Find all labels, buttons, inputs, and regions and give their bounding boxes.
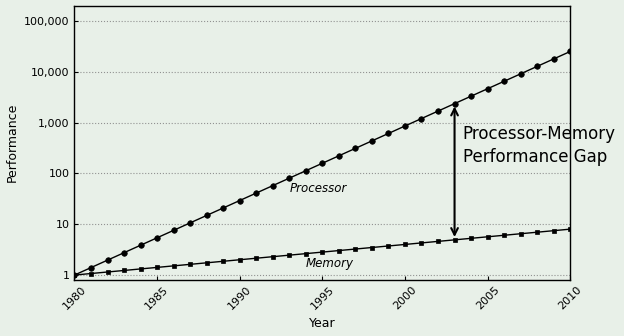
- Y-axis label: Performance: Performance: [6, 103, 19, 182]
- Text: Processor-Memory
Performance Gap: Processor-Memory Performance Gap: [463, 125, 616, 166]
- X-axis label: Year: Year: [309, 318, 336, 330]
- Text: Processor: Processor: [290, 182, 347, 195]
- Text: Memory: Memory: [306, 257, 354, 270]
